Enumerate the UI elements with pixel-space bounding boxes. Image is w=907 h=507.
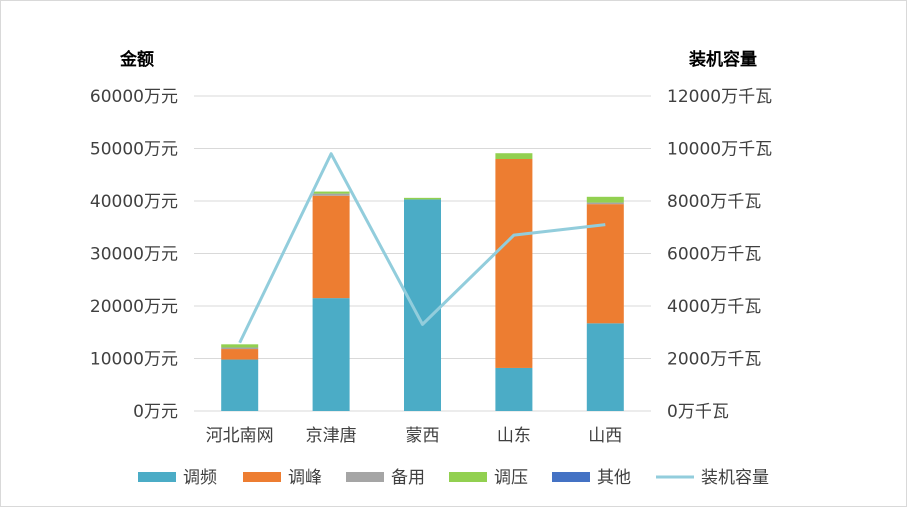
line-group <box>238 152 606 344</box>
category-label: 山西 <box>588 426 622 446</box>
legend-label: 备用 <box>391 468 425 488</box>
legend-swatch <box>138 472 176 482</box>
bar-segment <box>586 202 624 205</box>
legend-label: 装机容量 <box>701 468 769 488</box>
category-label: 河北南网 <box>206 426 274 446</box>
bar-group <box>221 153 624 411</box>
right-tick-label: 2000万千瓦 <box>667 350 761 370</box>
legend-swatch <box>243 472 281 482</box>
legend-item: 调压 <box>449 468 528 488</box>
bar-segment <box>495 159 533 368</box>
bar-segment <box>404 197 441 200</box>
bar-segment <box>495 153 533 159</box>
left-tick-label: 10000万元 <box>90 350 178 370</box>
bar-segment <box>586 323 624 411</box>
bar-segment <box>586 204 624 324</box>
left-tick-label: 30000万元 <box>90 245 178 265</box>
bar-segment <box>221 347 259 350</box>
bar-segment <box>221 359 259 411</box>
legend-swatch <box>449 472 487 482</box>
bar-segment <box>221 349 259 360</box>
legend-swatch <box>552 472 590 482</box>
left-tick-label: 60000万元 <box>90 87 178 107</box>
right-tick-label: 12000万千瓦 <box>667 87 772 107</box>
category-label: 蒙西 <box>406 426 440 446</box>
left-tick-label: 0万元 <box>133 402 178 422</box>
legend-item: 备用 <box>346 468 425 488</box>
bar-segment <box>312 298 350 411</box>
right-tick-label: 8000万千瓦 <box>667 192 761 212</box>
right-axis-title: 装机容量 <box>688 49 757 70</box>
bar-segment <box>312 195 350 299</box>
right-tick-label: 0万千瓦 <box>667 402 729 422</box>
legend-label: 调压 <box>494 468 528 488</box>
legend-label: 调峰 <box>288 468 322 488</box>
category-label: 京津唐 <box>306 425 357 446</box>
right-tick-label: 10000万千瓦 <box>667 140 772 160</box>
right-tick-label: 4000万千瓦 <box>667 297 761 317</box>
legend-item: 装机容量 <box>656 468 769 488</box>
capacity-line <box>238 152 606 344</box>
legend-item: 其他 <box>552 468 631 488</box>
bar-segment <box>495 367 533 411</box>
bar-segment <box>221 344 259 348</box>
legend-item: 调频 <box>138 468 217 488</box>
category-label: 山东 <box>497 426 531 446</box>
legend-label: 其他 <box>597 468 631 488</box>
left-axis-title: 金额 <box>119 49 154 70</box>
left-tick-label: 50000万元 <box>90 140 178 160</box>
bar-segment <box>312 191 350 194</box>
legend-label: 调频 <box>183 468 217 488</box>
legend-item: 调峰 <box>243 468 322 488</box>
right-tick-label: 6000万千瓦 <box>667 245 761 265</box>
category-labels: 河北南网 京津唐 蒙西 山东 山西 <box>206 425 623 446</box>
bar-segment <box>404 199 441 411</box>
left-axis-ticks: 0万元 10000万元 20000万元 30000万元 40000万元 50000万元 60… <box>90 87 178 422</box>
legend: 调频 调峰 备用 调压 其他 装机容量 <box>138 468 769 488</box>
legend-swatch <box>346 472 384 482</box>
left-tick-label: 40000万元 <box>90 192 178 212</box>
left-tick-label: 20000万元 <box>90 297 178 317</box>
bar-segment <box>312 193 350 196</box>
bar-segment <box>586 196 624 203</box>
right-axis-ticks: 0万千瓦 2000万千瓦 4000万千瓦 6000万千瓦 8000万千瓦 10000万千瓦… <box>667 87 772 422</box>
